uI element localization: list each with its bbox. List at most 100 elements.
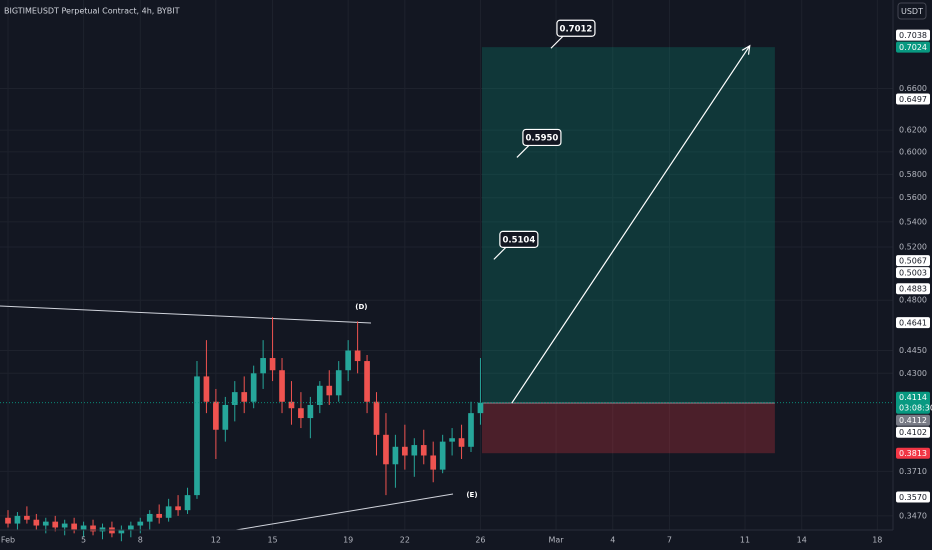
y-tick-label: 0.5200: [899, 242, 927, 251]
candle-body: [298, 408, 304, 419]
candle-body: [165, 506, 172, 518]
x-tick-label: 7: [667, 536, 672, 545]
candle-body: [213, 401, 219, 430]
x-tick-label: 19: [343, 536, 353, 545]
grid: [0, 0, 893, 530]
candle-body: [194, 376, 200, 496]
price-label-box: [896, 255, 930, 267]
price-label-box: [896, 41, 930, 53]
currency-box: [897, 2, 927, 20]
x-tick-label: Mar: [548, 536, 564, 545]
candle-body: [383, 434, 389, 465]
y-tick-label: 0.4450: [899, 346, 927, 355]
candle-body: [439, 441, 446, 470]
candle-body: [335, 370, 342, 396]
candle-body: [127, 525, 134, 530]
price-label: 0.5003: [899, 268, 927, 277]
candle-body: [260, 358, 266, 374]
candle-body: [269, 358, 276, 371]
candle-body: [307, 404, 314, 419]
x-tick-label: 5: [81, 536, 86, 545]
callout-label: 0.5104: [502, 235, 535, 245]
candle-body: [5, 517, 11, 524]
price-label: 0.5067: [899, 256, 927, 265]
x-tick-label: 18: [872, 536, 882, 545]
candle-body: [316, 385, 323, 405]
price-label: 0.7038: [899, 31, 927, 40]
candle-body: [392, 446, 399, 465]
candle-body: [326, 385, 333, 396]
currency: USDT: [901, 7, 923, 16]
price-label: 0.6497: [899, 95, 927, 104]
callout-box: [522, 128, 562, 147]
x-tick-label: Feb: [1, 536, 15, 545]
x-tick-label: 22: [400, 536, 410, 545]
candle-body: [24, 515, 30, 520]
price-label-box: [896, 267, 930, 279]
arrow-line: [511, 45, 751, 404]
price-label-box: [896, 29, 930, 41]
price-label: 0.4883: [899, 285, 927, 294]
x-tick-label: 4: [610, 536, 615, 545]
y-tick-label: 0.6200: [899, 126, 927, 135]
callout-label: 0.7012: [560, 24, 593, 34]
callout-pointer: [516, 145, 530, 158]
price-label: 0.4641: [899, 318, 927, 327]
price-label: 0.4114: [899, 393, 927, 402]
price-label-box: [896, 93, 930, 105]
y-tick-label: 0.6000: [899, 147, 927, 156]
callout-box: [499, 230, 539, 248]
candle-body: [288, 401, 295, 409]
candle-body: [354, 350, 361, 362]
candle-body: [477, 402, 484, 414]
price-label: 0.3813: [899, 449, 927, 458]
candle-body: [137, 521, 144, 526]
price-label-box: [896, 391, 930, 414]
candle-body: [80, 525, 87, 530]
callout-pointer: [550, 35, 564, 49]
candle-body: [279, 370, 285, 402]
y-tick-label: 0.6600: [899, 84, 927, 93]
y-tick-label: 0.3470: [899, 511, 927, 520]
candle-body: [156, 513, 163, 518]
candle-body: [61, 523, 68, 528]
candle-body: [222, 404, 229, 430]
profit-zone: [481, 47, 775, 404]
candle-body: [345, 350, 351, 371]
price-label-box: [896, 317, 930, 329]
annotations: 0.7012 0.5950 0.5104 (D) (E): [0, 19, 893, 499]
candle-body: [402, 446, 408, 456]
candle-body: [241, 392, 248, 402]
y-tick-label: 0.3710: [899, 467, 927, 476]
y-tick-label: 0.5600: [899, 193, 927, 202]
x-tick-label: 14: [797, 536, 807, 545]
x-tick-label: 26: [475, 536, 485, 545]
candle-body: [90, 525, 96, 532]
candle-body: [373, 401, 380, 435]
candle-body: [42, 521, 49, 526]
y-tick-label: 0.4800: [899, 296, 927, 305]
candle-body: [250, 373, 257, 402]
loss-zone: [481, 403, 775, 454]
price-label: 0.3570: [899, 493, 927, 502]
candle-body: [118, 529, 125, 534]
wave-label: (D): [355, 303, 367, 311]
arrow-head: [741, 44, 751, 55]
candle-body: [364, 361, 370, 402]
trend-line: [235, 493, 454, 531]
position-tool: [481, 47, 775, 454]
candle-body: [449, 438, 455, 442]
candle-body: [33, 519, 40, 526]
y-tick-label: 0.4300: [899, 369, 927, 378]
axes: 0.3470 0.3710 0.4300 0.4450 0.4800 0.5200 0.54…: [1, 29, 932, 545]
candle-body: [52, 521, 59, 528]
price-label-box: [896, 283, 930, 295]
candle-body: [146, 513, 153, 522]
price-label-box: [896, 414, 930, 426]
y-tick-label: 0.5800: [899, 170, 927, 179]
y-tick-label: 0.5400: [899, 217, 927, 226]
candles: [5, 317, 484, 542]
candle-body: [420, 445, 427, 456]
candle-body: [411, 445, 418, 456]
